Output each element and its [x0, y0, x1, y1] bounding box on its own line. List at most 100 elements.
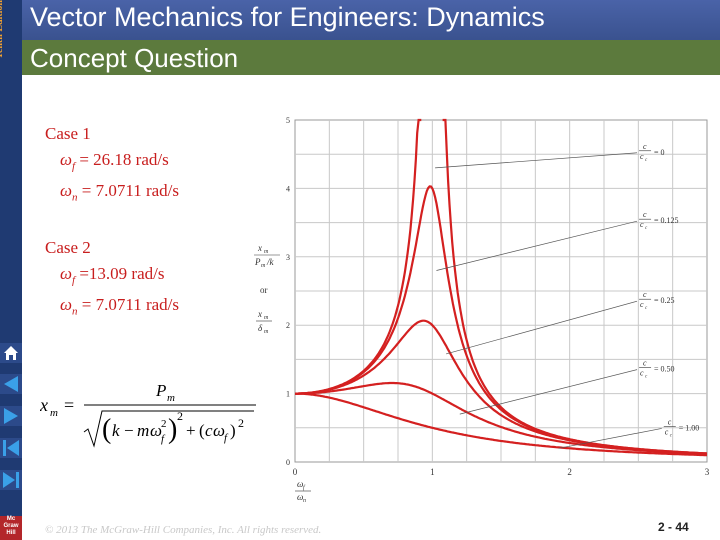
chart-ticks: 0 1 2 3 4 5 0 1 2 3 — [286, 116, 710, 477]
x-tick-label: 0 — [293, 467, 298, 477]
annotation-cc-sub: c — [645, 158, 648, 163]
xlabel-omega-n-sub: n — [303, 498, 306, 502]
case-1-omega-n: ωn = 7.0711 rad/s — [60, 181, 179, 203]
series-label: = 0.25 — [654, 296, 675, 305]
formula-omega-2-sub: f — [224, 432, 229, 444]
side-strip — [0, 0, 22, 540]
y-tick-label: 4 — [286, 184, 290, 193]
previous-slide-icon[interactable] — [0, 374, 22, 394]
y-tick-label: 1 — [286, 390, 290, 399]
annotation-c: c — [643, 359, 647, 368]
ylabel-xm-2-sub: m — [264, 315, 269, 321]
annotation-cc: c — [640, 369, 644, 378]
ylabel-k: /k — [266, 257, 275, 267]
case-2-omega-n: ωn = 7.0711 rad/s — [60, 295, 179, 317]
slide-title: Vector Mechanics for Engineers: Dynamics — [30, 2, 545, 32]
leader-line — [459, 369, 638, 415]
formula-omega-2: ω — [213, 421, 225, 440]
leader-line — [558, 428, 662, 449]
formula-numerator: P — [155, 381, 166, 400]
ylabel-delta-sub: m — [264, 329, 269, 335]
formula-lparen: ( — [102, 414, 111, 445]
annotation-cc-sub: c — [645, 226, 648, 231]
ylabel-pm-sub: m — [261, 263, 266, 269]
home-icon[interactable] — [0, 343, 22, 363]
subtitle-bar — [22, 40, 720, 75]
subscript: f — [72, 274, 76, 287]
subscript: n — [72, 191, 78, 204]
formula-outer-exp: 2 — [238, 416, 244, 430]
formula-lparen-2: ( — [199, 421, 205, 440]
omega-symbol: ω — [60, 181, 73, 200]
chart-grid — [294, 119, 708, 463]
xlabel-omega-n: ω — [297, 492, 303, 502]
annotation-cc: c — [640, 300, 644, 309]
annotation-c: c — [643, 142, 647, 151]
y-tick-label: 5 — [286, 116, 290, 125]
case-1-omega-f: ωf = 26.18 rad/s — [60, 150, 169, 172]
formula-lhs-sub: m — [50, 407, 58, 419]
formula-minus: − — [124, 421, 134, 440]
case-1-omega-n-value: = 7.0711 rad/s — [81, 181, 180, 200]
next-slide-icon[interactable] — [0, 406, 22, 426]
leader-line — [445, 300, 638, 355]
formula-rparen: ) — [168, 414, 177, 445]
x-tick-label: 3 — [705, 467, 710, 477]
omega-symbol: ω — [60, 295, 73, 314]
ylabel-xm-sub: m — [264, 249, 269, 255]
y-tick-label: 2 — [286, 321, 290, 330]
ylabel-xm-2: x — [257, 309, 262, 319]
case-2-heading: Case 2 — [45, 238, 91, 257]
case-2-omega-f: ωf =13.09 rad/s — [60, 264, 164, 286]
formula-k: k — [112, 421, 120, 440]
annotation-c: c — [643, 290, 647, 299]
annotation-cc-sub: c — [645, 375, 648, 380]
series-label: = 0.50 — [654, 365, 675, 374]
ylabel-pm: P — [254, 257, 261, 267]
case-1-omega-f-value: = 26.18 rad/s — [79, 150, 169, 169]
xlabel-omega-f: ω — [297, 479, 303, 489]
formula-omega: ω — [150, 421, 162, 440]
x-tick-label: 2 — [567, 467, 572, 477]
leader-line — [436, 220, 638, 271]
chart-curves — [295, 118, 708, 457]
page-number: 2 - 44 — [658, 520, 689, 534]
formula-m: m — [137, 421, 149, 440]
formula-rparen-2: ) — [230, 421, 236, 440]
ylabel-or: or — [260, 285, 268, 295]
formula-lhs: x — [40, 395, 48, 415]
formula-plus: + — [186, 421, 196, 440]
annotation-c: c — [668, 417, 672, 426]
publisher-logo: Mc Graw Hill — [0, 516, 22, 540]
ylabel-xm: x — [257, 243, 262, 253]
first-slide-icon[interactable] — [0, 438, 22, 458]
annotation-cc: c — [665, 427, 669, 436]
edition-label: Tenth Edition — [0, 0, 5, 59]
case-2-omega-f-value: =13.09 rad/s — [79, 264, 165, 283]
formula-omega-exp: 2 — [161, 418, 167, 430]
chart-x-label: ω fω n — [295, 479, 311, 502]
radical-sign — [83, 410, 254, 448]
formula-paren-exp: 2 — [177, 409, 183, 423]
series-label: = 1.00 — [679, 423, 700, 432]
subscript: f — [72, 160, 76, 173]
formula-c: c — [205, 421, 213, 440]
case-1-heading: Case 1 — [45, 124, 91, 143]
annotation-cc: c — [640, 220, 644, 229]
annotation-cc: c — [640, 152, 644, 161]
annotation-cc-sub: c — [645, 306, 648, 311]
formula-equals: = — [64, 395, 74, 415]
copyright-text: © 2013 The McGraw-Hill Companies, Inc. A… — [45, 524, 322, 536]
series-label: = 0.125 — [654, 216, 679, 225]
subscript: n — [72, 305, 78, 318]
series-label: = 0 — [654, 148, 665, 157]
annotation-cc-sub: c — [670, 433, 673, 438]
omega-symbol: ω — [60, 150, 73, 169]
last-slide-icon[interactable] — [0, 470, 22, 490]
x-tick-label: 1 — [430, 467, 435, 477]
formula-numerator-sub: m — [167, 392, 175, 404]
title-bar — [0, 0, 720, 40]
annotation-c: c — [643, 210, 647, 219]
